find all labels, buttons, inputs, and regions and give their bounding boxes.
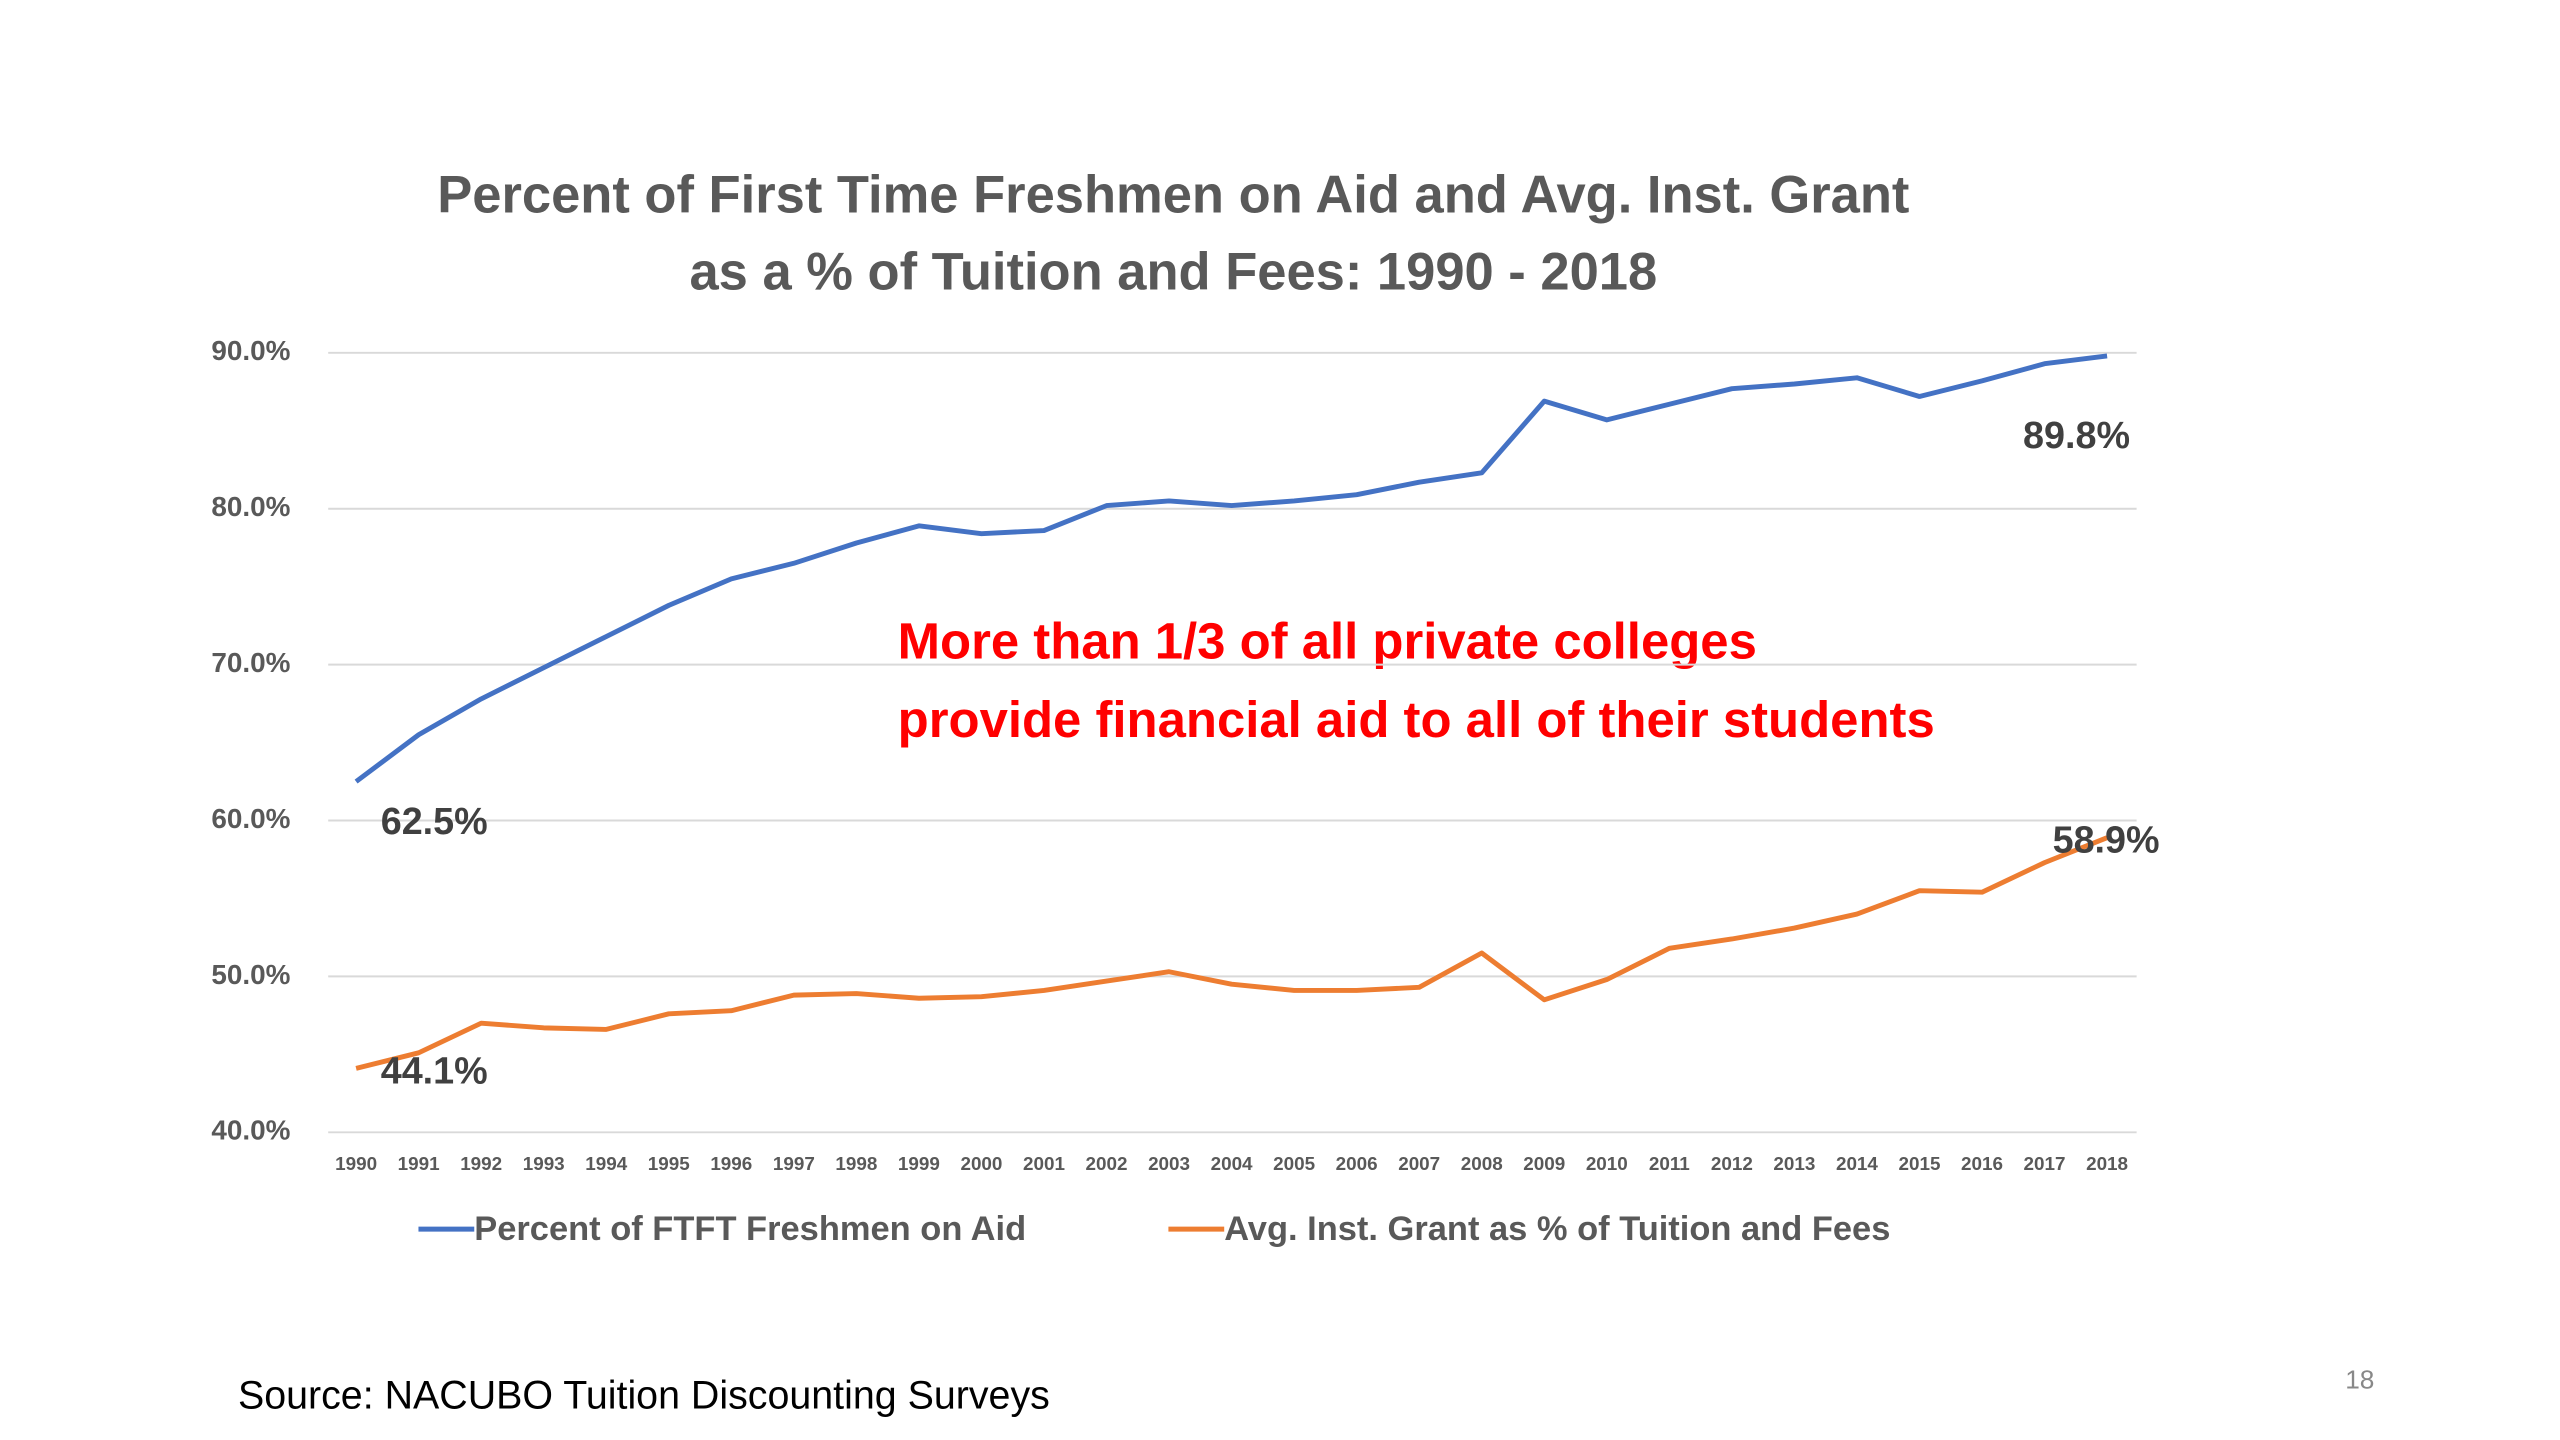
data-label: 58.9% bbox=[2053, 819, 2160, 861]
y-tick-label: 60.0% bbox=[211, 803, 290, 834]
x-tick-label: 2002 bbox=[1086, 1153, 1128, 1174]
chart-title: as a % of Tuition and Fees: 1990 - 2018 bbox=[689, 243, 1657, 302]
x-tick-label: 2013 bbox=[1773, 1153, 1815, 1174]
x-tick-label: 2006 bbox=[1336, 1153, 1378, 1174]
legend-label: Percent of FTFT Freshmen on Aid bbox=[474, 1210, 1026, 1248]
series-line bbox=[354, 353, 2108, 784]
series-line bbox=[355, 835, 2108, 1071]
x-tick-label: 2015 bbox=[1898, 1153, 1940, 1174]
x-tick-label: 1998 bbox=[835, 1153, 877, 1174]
x-tick-label: 2016 bbox=[1961, 1153, 2003, 1174]
x-tick-label: 2009 bbox=[1523, 1153, 1565, 1174]
x-tick-label: 2011 bbox=[1649, 1153, 1690, 1174]
x-tick-label: 1995 bbox=[648, 1153, 690, 1174]
y-tick-label: 40.0% bbox=[211, 1115, 290, 1146]
annotation: provide financial aid to all of their st… bbox=[898, 691, 1935, 748]
x-tick-label: 2004 bbox=[1211, 1153, 1253, 1174]
data-label: 89.8% bbox=[2023, 414, 2130, 456]
x-tick-label: 2018 bbox=[2086, 1153, 2128, 1174]
page-number: 18 bbox=[2345, 1365, 2374, 1395]
x-tick-label: 1996 bbox=[710, 1153, 752, 1174]
x-tick-label: 1993 bbox=[523, 1153, 565, 1174]
x-tick-label: 2008 bbox=[1461, 1153, 1503, 1174]
source: Source: NACUBO Tuition Discounting Surve… bbox=[238, 1374, 1050, 1418]
x-tick-label: 2010 bbox=[1586, 1153, 1628, 1174]
annotation: More than 1/3 of all private colleges bbox=[898, 612, 1757, 669]
legend-label: Avg. Inst. Grant as % of Tuition and Fee… bbox=[1224, 1210, 1890, 1248]
y-tick-label: 70.0% bbox=[211, 647, 290, 678]
y-tick-label: 80.0% bbox=[211, 491, 290, 522]
y-tick-label: 50.0% bbox=[211, 959, 290, 990]
x-tick-label: 2005 bbox=[1273, 1153, 1315, 1174]
x-tick-label: 2007 bbox=[1398, 1153, 1440, 1174]
x-tick-label: 2012 bbox=[1711, 1153, 1753, 1174]
x-tick-label: 2001 bbox=[1023, 1153, 1065, 1174]
x-tick-label: 1990 bbox=[335, 1153, 377, 1174]
x-tick-label: 2014 bbox=[1836, 1153, 1878, 1174]
x-tick-label: 2003 bbox=[1148, 1153, 1190, 1174]
x-tick-label: 1991 bbox=[398, 1153, 440, 1174]
x-tick-label: 1992 bbox=[460, 1153, 502, 1174]
x-tick-label: 2017 bbox=[2024, 1153, 2066, 1174]
data-label: 44.1% bbox=[381, 1049, 488, 1091]
x-tick-label: 1997 bbox=[773, 1153, 815, 1174]
chart-title: Percent of First Time Freshmen on Aid an… bbox=[437, 165, 1909, 224]
data-label: 62.5% bbox=[381, 800, 488, 842]
x-tick-label: 2000 bbox=[960, 1153, 1002, 1174]
x-tick-label: 1994 bbox=[585, 1153, 627, 1174]
x-tick-label: 1999 bbox=[898, 1153, 940, 1174]
y-tick-label: 90.0% bbox=[211, 335, 290, 366]
